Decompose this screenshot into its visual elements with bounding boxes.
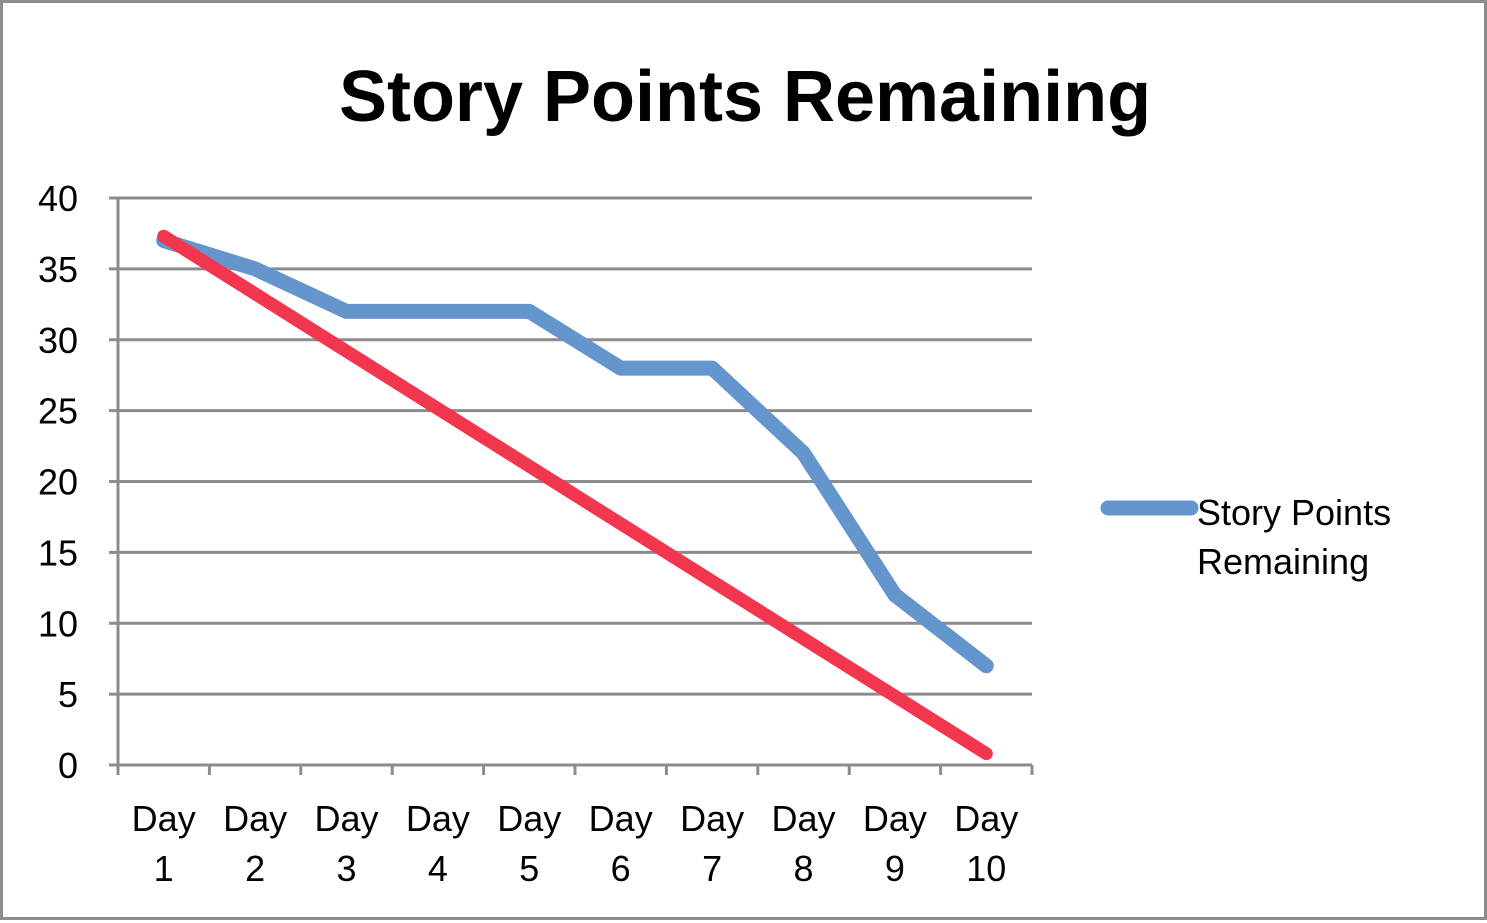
x-tick-label-line: Day: [497, 798, 561, 839]
x-tick-label-line: Day: [863, 798, 927, 839]
y-tick-label-40: 40: [38, 178, 78, 219]
y-tick-label-20: 20: [38, 462, 78, 503]
x-tick-label-line: Day: [589, 798, 653, 839]
x-tick-label-8: Day 8: [771, 798, 835, 889]
y-tick-label-30: 30: [38, 320, 78, 361]
x-tick-label-3: Day 3: [314, 798, 378, 889]
x-tick-label-10: Day 10: [954, 798, 1018, 889]
x-tick-label-line: 8: [793, 848, 813, 889]
y-tick-label-10: 10: [38, 603, 78, 644]
legend: Story Points Remaining: [1100, 492, 1391, 582]
x-tick-label-line: 2: [245, 848, 265, 889]
x-tick-label-line: Day: [406, 798, 470, 839]
x-tick-label-line: 9: [885, 848, 905, 889]
legend-label-line: Story Points: [1197, 492, 1391, 533]
x-tick-label-2: Day 2: [223, 798, 287, 889]
x-tick-label-line: Day: [680, 798, 744, 839]
x-tick-label-9: Day 9: [863, 798, 927, 889]
x-tick-label-line: Day: [223, 798, 287, 839]
x-tick-label-7: Day 7: [680, 798, 744, 889]
y-tick-label-15: 15: [38, 532, 78, 573]
x-tick-label-line: 6: [611, 848, 631, 889]
x-tick-label-6: Day 6: [589, 798, 653, 889]
x-tick-label-line: 10: [966, 848, 1006, 889]
y-tick-label-0: 0: [58, 745, 78, 786]
x-tick-label-line: Day: [314, 798, 378, 839]
x-tick-label-1: Day 1: [132, 798, 196, 889]
y-tick-label-25: 25: [38, 391, 78, 432]
x-tick-label-line: 1: [154, 848, 174, 889]
trend-line-1: [157, 229, 993, 761]
axis-layer: 0 5 10 15 20 25 30 35 40 Day 1 Day 2 Day 3 Day 4 Day 5 Day 6…: [38, 178, 1034, 889]
x-tick-label-line: 5: [519, 848, 539, 889]
chart-svg: Story Points Remaining 0510152025303540D…: [38, 57, 1391, 889]
x-tick-label-line: 7: [702, 848, 722, 889]
series-line-0: [156, 233, 994, 674]
x-tick-label-5: Day 5: [497, 798, 561, 889]
x-tick-label-4: Day 4: [406, 798, 470, 889]
y-tick-label-5: 5: [58, 674, 78, 715]
x-tick-label-line: Day: [954, 798, 1018, 839]
legend-label-0: Story Points Remaining: [1197, 492, 1391, 582]
x-tick-label-line: 3: [336, 848, 356, 889]
chart-title: Story Points Remaining: [339, 57, 1151, 137]
y-tick-label-35: 35: [38, 249, 78, 290]
series-layer: [156, 229, 994, 761]
x-tick-label-line: 4: [428, 848, 448, 889]
x-tick-label-line: Day: [771, 798, 835, 839]
x-tick-label-line: Day: [132, 798, 196, 839]
legend-label-line: Remaining: [1197, 541, 1369, 582]
